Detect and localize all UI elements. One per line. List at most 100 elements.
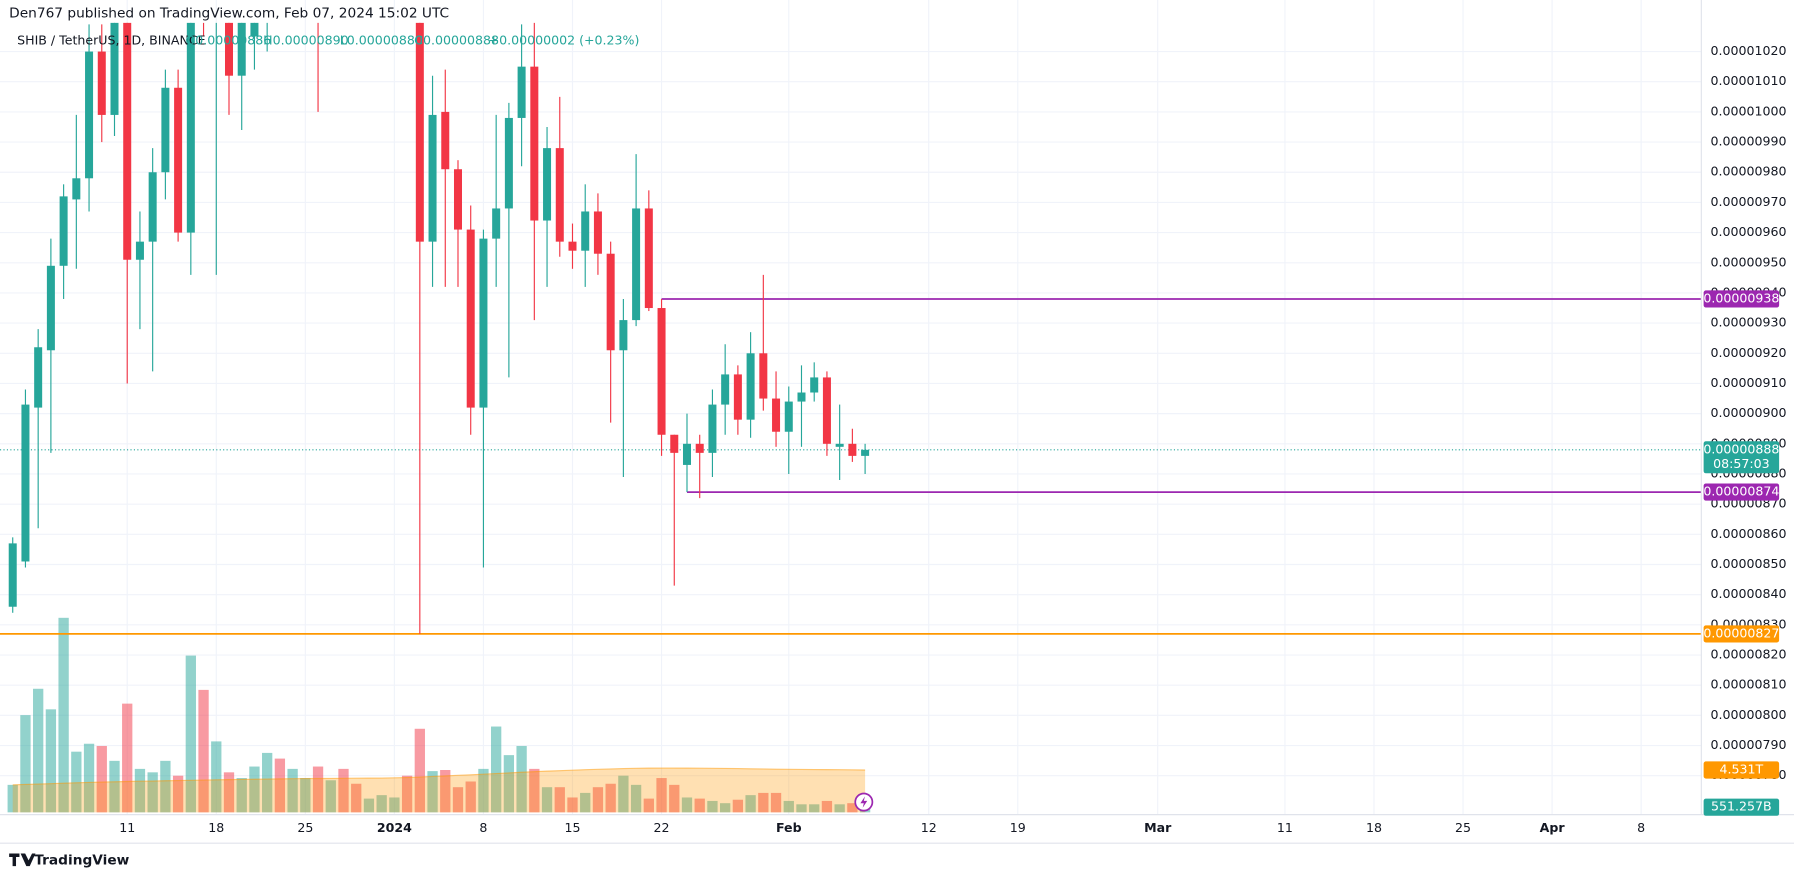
candle-body — [110, 22, 119, 115]
last-price-label-bg — [1703, 441, 1780, 474]
candle-body — [428, 114, 437, 242]
y-tick-label: 0.00000840 — [1710, 586, 1786, 601]
candle-body — [479, 238, 488, 408]
candle-body — [492, 208, 501, 239]
volume-bar — [809, 804, 820, 813]
candle-body — [237, 22, 246, 76]
volume-bar — [20, 715, 31, 813]
candle-body — [721, 374, 730, 405]
volume-bar — [363, 798, 375, 813]
candle-body — [543, 148, 552, 221]
x-tick-label: 25 — [1455, 820, 1471, 835]
volume-bar — [643, 798, 654, 813]
x-tick-label: 8 — [479, 820, 487, 835]
x-tick-label: 18 — [208, 820, 224, 835]
y-tick-label: 0.00000920 — [1710, 345, 1786, 360]
volume-bar — [783, 800, 794, 813]
y-tick-label: 0.00001010 — [1710, 73, 1786, 88]
volume-bar — [516, 745, 527, 813]
volume-bar — [796, 804, 807, 813]
candle-body — [59, 196, 68, 266]
last-price-label: 0.00000888 — [1703, 441, 1779, 456]
candle-body — [21, 404, 30, 562]
candle-body — [123, 22, 132, 260]
candle-body — [466, 229, 475, 408]
volume-bar — [376, 795, 387, 813]
footer-logo: TradingView — [34, 852, 129, 868]
candle-body — [8, 543, 17, 607]
volume-bar — [96, 745, 107, 813]
volume-bar — [567, 797, 578, 813]
candle-body — [644, 208, 653, 309]
candle-body — [174, 87, 183, 233]
volume-bar — [58, 617, 69, 813]
grid — [0, 0, 1702, 815]
volume-bar — [211, 741, 222, 813]
y-tick-label: 0.00000810 — [1710, 677, 1786, 692]
candle-body — [504, 117, 513, 209]
x-tick-label: 8 — [1637, 820, 1645, 835]
x-tick-label: 11 — [119, 820, 135, 835]
volume-bar — [745, 795, 756, 813]
volume-bar — [109, 760, 120, 813]
volume-bar — [592, 787, 604, 813]
volume-bar — [300, 778, 311, 813]
legend-value: +0.00000002 (+0.23%) — [489, 33, 640, 48]
volume-ma-label: 4.531T — [1720, 761, 1764, 776]
candle-body — [581, 211, 590, 251]
volume-bar — [401, 775, 413, 813]
volume-bar — [529, 768, 540, 813]
axes: 0.000007800.000007900.000008000.00000810… — [119, 43, 1786, 835]
candle-body — [85, 51, 94, 179]
candle-body — [797, 392, 806, 402]
volume-label-bg — [1703, 798, 1780, 816]
candle-body — [772, 398, 781, 432]
y-tick-label: 0.00000950 — [1710, 254, 1786, 269]
volume-bar — [122, 703, 133, 813]
candle-body — [148, 172, 157, 242]
plot-area — [0, 22, 1702, 813]
volume-bar — [45, 709, 57, 813]
y-tick-label: 0.00000970 — [1710, 194, 1786, 209]
candle-body — [224, 22, 234, 76]
candle-body — [34, 347, 43, 408]
hline-label-bg — [1703, 483, 1780, 501]
candle-body — [441, 111, 450, 170]
volume-ma-line — [12, 767, 866, 786]
y-tick-label: 0.00000790 — [1710, 737, 1786, 752]
x-tick-label: 12 — [921, 820, 937, 835]
candle-body — [784, 401, 793, 432]
volume-bar — [720, 803, 731, 813]
header: Den767 published on TradingView.com, Feb… — [9, 6, 449, 22]
candle-body — [810, 377, 819, 393]
volume-bar — [223, 772, 235, 813]
y-tick-label: 0.00000990 — [1710, 134, 1786, 149]
volume-bar — [249, 766, 260, 813]
volume-bar — [834, 804, 845, 813]
y-tick-label: 0.00000960 — [1710, 224, 1786, 239]
volume-bar — [312, 766, 324, 813]
volume-bar — [198, 689, 209, 813]
volume-bar — [274, 758, 286, 813]
volume-ma-label-bg — [1703, 761, 1780, 779]
volume-bar — [236, 778, 247, 813]
candle-body — [822, 377, 831, 444]
x-tick-label: 11 — [1277, 820, 1293, 835]
volume-bar — [694, 798, 705, 813]
x-tick-label: Feb — [776, 820, 802, 835]
candle-body — [733, 374, 742, 420]
x-tick-label: Apr — [1540, 820, 1566, 835]
candle-body — [695, 443, 704, 453]
volume-bar — [262, 752, 273, 813]
candle-body — [555, 148, 564, 242]
y-tick-label: 0.00000980 — [1710, 164, 1786, 179]
candle-body — [619, 320, 628, 351]
candle-body — [186, 22, 195, 233]
volume-bar — [707, 800, 718, 813]
y-tick-label: 0.00000910 — [1710, 375, 1786, 390]
replay-icon[interactable] — [854, 792, 874, 812]
logo-mark — [9, 853, 36, 867]
